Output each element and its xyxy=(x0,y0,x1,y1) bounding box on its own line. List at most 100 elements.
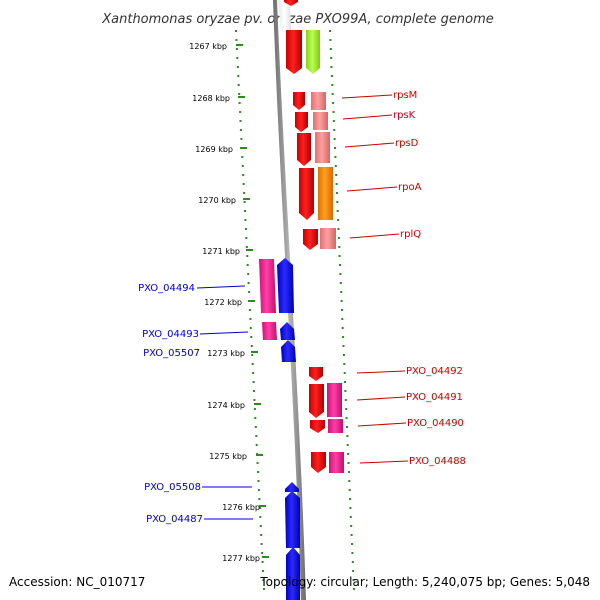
gene-arrow[interactable] xyxy=(329,452,344,473)
backbone-highlight xyxy=(278,0,291,30)
ruler-dot xyxy=(243,192,246,194)
ruler-dot xyxy=(246,264,249,266)
ruler-dot xyxy=(343,372,346,374)
gene-label-PXO_04493[interactable]: PXO_04493 xyxy=(142,329,199,340)
ruler-dot xyxy=(235,39,238,41)
gene-label-PXO_04488[interactable]: PXO_04488 xyxy=(409,456,466,467)
gene-label-PXO_04491[interactable]: PXO_04491 xyxy=(406,392,463,403)
gene-arrow[interactable] xyxy=(311,452,326,473)
gene-arrow[interactable] xyxy=(318,167,333,220)
gene-arrow[interactable] xyxy=(293,92,305,110)
ruler-dot xyxy=(334,156,337,158)
gene-arrow[interactable] xyxy=(286,30,302,74)
ruler-dot xyxy=(237,84,240,86)
ruler-dot xyxy=(352,570,355,572)
ruler-dot xyxy=(335,192,338,194)
ruler-dot xyxy=(235,30,237,32)
ruler-dot xyxy=(344,381,346,383)
ruler-dot xyxy=(341,327,344,329)
ruler-dot xyxy=(262,579,265,581)
accession-text: Accession: NC_010717 xyxy=(9,575,145,589)
gene-label-PXO_05507[interactable]: PXO_05507 xyxy=(143,348,200,359)
ruler-dot xyxy=(333,138,336,140)
gene-label-PXO_05508[interactable]: PXO_05508 xyxy=(144,482,201,493)
gene-arrow[interactable] xyxy=(284,0,298,6)
gene-label-PXO_04490[interactable]: PXO_04490 xyxy=(407,418,464,429)
ruler-dot xyxy=(260,534,263,536)
gene-arrow[interactable] xyxy=(299,168,314,220)
gene-arrow[interactable] xyxy=(285,491,300,548)
gene-arrow[interactable] xyxy=(311,92,326,110)
gene-arrow[interactable] xyxy=(297,133,311,166)
gene-arrow[interactable] xyxy=(281,340,296,362)
ruler-dot xyxy=(259,516,262,518)
gene-arrow[interactable] xyxy=(309,384,324,418)
ruler-dot xyxy=(239,129,242,131)
ruler-dot xyxy=(331,84,334,86)
leader-line xyxy=(199,331,249,335)
gene-arrow[interactable] xyxy=(286,547,300,600)
gene-label-PXO_04492[interactable]: PXO_04492 xyxy=(406,366,463,377)
gene-label-PXO_04487[interactable]: PXO_04487 xyxy=(146,514,203,525)
gene-arrow[interactable] xyxy=(315,132,330,163)
ruler-dot xyxy=(258,507,261,509)
tick-label: 1275 kbp xyxy=(209,452,247,461)
gene-arrow[interactable] xyxy=(309,367,323,381)
gene-arrow[interactable] xyxy=(262,322,277,340)
gene-label-rpsD[interactable]: rpsD xyxy=(395,138,419,149)
ruler-dot xyxy=(336,210,339,212)
ruler-dot xyxy=(257,489,260,491)
ruler-dot xyxy=(348,489,351,491)
gene-label-rplQ[interactable]: rplQ xyxy=(400,229,421,240)
gene-arrow[interactable] xyxy=(328,419,343,433)
gene-arrow[interactable] xyxy=(277,258,294,313)
ruler-dot xyxy=(249,327,252,329)
gene-arrow[interactable] xyxy=(280,322,295,340)
gene-arrow[interactable] xyxy=(313,112,328,130)
gene-label-PXO_04494[interactable]: PXO_04494 xyxy=(138,283,195,294)
ruler-dot xyxy=(342,345,345,347)
ruler-dot xyxy=(347,462,350,464)
ruler-dot xyxy=(254,417,257,419)
ruler-dot xyxy=(329,30,331,32)
leader-line xyxy=(356,396,406,401)
ruler-dot xyxy=(346,426,348,428)
ruler-dot xyxy=(330,66,333,68)
ruler-dot xyxy=(242,183,245,185)
ruler-dot xyxy=(257,480,260,482)
ruler-dot xyxy=(255,435,258,437)
gene-arrow[interactable] xyxy=(320,228,336,249)
ruler-dot xyxy=(346,444,349,446)
ruler-dot xyxy=(350,534,353,536)
gene-arrow[interactable] xyxy=(303,229,318,250)
gene-label-rpsM[interactable]: rpsM xyxy=(393,90,417,101)
gene-label-rpoA[interactable]: rpoA xyxy=(398,182,422,193)
gene-arrow[interactable] xyxy=(259,259,276,313)
ruler-dot xyxy=(331,93,334,95)
ruler-dot xyxy=(337,237,340,239)
ruler-dot xyxy=(241,156,244,158)
ruler-dot xyxy=(330,57,333,59)
gene-arrow[interactable] xyxy=(306,30,320,74)
ruler-dot xyxy=(346,435,349,437)
gene-label-rpsK[interactable]: rpsK xyxy=(393,110,416,121)
ruler-dot xyxy=(330,75,333,77)
ruler-dot xyxy=(350,525,353,527)
topology-text: Topology: circular; Length: 5,240,075 bp… xyxy=(259,575,590,589)
ruler-dot xyxy=(248,291,251,293)
gene-arrow[interactable] xyxy=(310,420,325,433)
ruler-dot xyxy=(236,57,239,59)
gene-arrow[interactable] xyxy=(327,383,342,417)
ruler-dot xyxy=(343,363,346,365)
ruler-dot xyxy=(333,129,336,131)
ruler-dot xyxy=(244,228,247,230)
gene-arrow[interactable] xyxy=(285,482,299,492)
forward-genes xyxy=(284,0,344,473)
ruler-dot xyxy=(336,201,339,203)
ruler-dot xyxy=(253,408,256,410)
tick-label: 1272 kbp xyxy=(204,298,242,307)
ruler-dot xyxy=(334,165,337,167)
gene-arrow[interactable] xyxy=(295,112,308,132)
ruler-dot xyxy=(250,336,253,338)
